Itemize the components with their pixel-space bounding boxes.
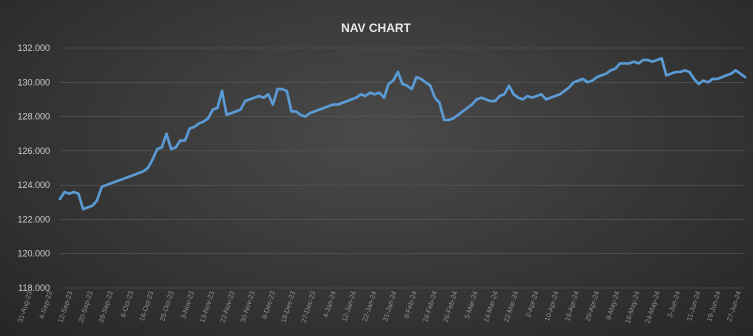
grid-lines	[60, 47, 745, 289]
x-tick-label: 26-Feb-24	[443, 290, 460, 323]
y-tick-label: 122.000	[17, 214, 50, 224]
x-tick-label: 4-Jan-24	[323, 290, 338, 319]
x-tick-label: 2-Apr-24	[525, 290, 540, 318]
x-tick-label: 5-Mar-24	[464, 290, 479, 319]
x-axis-tick-labels: 31-Aug-23 4-Sep-23 12-Sep-23 20-Sep-23 28-Se…	[17, 290, 743, 324]
x-tick-label: 16-Oct-23	[139, 290, 155, 322]
x-tick-label: 31-Aug-23	[17, 290, 34, 323]
x-tick-label: 31-Jan-24	[382, 290, 398, 322]
x-tick-label: 24-May-24	[645, 290, 662, 324]
x-tick-label: 22-Mar-24	[503, 290, 520, 323]
x-tick-label: 16-May-24	[625, 290, 642, 324]
x-tick-label: 10-Apr-24	[544, 290, 560, 322]
x-tick-label: 29-Apr-24	[585, 290, 601, 322]
chart-title: NAV CHART	[341, 21, 411, 35]
y-tick-label: 130.000	[17, 77, 50, 87]
x-tick-label: 18-Dec-23	[280, 290, 297, 323]
x-tick-label: 8-May-24	[606, 290, 622, 320]
x-tick-label: 19-Jun-24	[706, 290, 722, 322]
y-tick-label: 126.000	[17, 146, 50, 156]
x-tick-label: 28-Sep-23	[98, 290, 115, 323]
y-tick-label: 128.000	[17, 112, 50, 122]
x-tick-label: 8-Dec-23	[261, 290, 277, 320]
x-tick-label: 3-Jun-24	[667, 290, 682, 319]
y-axis-tick-labels: 118.000 120.000 122.000 124.000 126.000 128.0…	[17, 43, 50, 293]
x-tick-label: 14-Mar-24	[483, 290, 500, 323]
x-tick-label: 22-Jan-24	[362, 290, 378, 322]
x-tick-label: 20-Sep-23	[78, 290, 95, 323]
x-tick-label: 8-Feb-24	[403, 290, 418, 319]
y-tick-label: 124.000	[17, 180, 50, 190]
x-tick-label: 25-Oct-23	[159, 290, 175, 322]
y-tick-label: 118.000	[18, 283, 50, 293]
x-tick-label: 16-Feb-24	[422, 290, 439, 323]
x-tick-label: 12-Jan-24	[342, 290, 358, 322]
x-tick-label: 13-Nov-23	[199, 290, 216, 323]
x-tick-label: 27-Jun-24	[727, 290, 743, 322]
x-tick-label: 11-Jun-24	[686, 290, 702, 322]
y-tick-label: 120.000	[17, 249, 50, 259]
x-tick-label: 4-Sep-23	[39, 290, 55, 320]
x-tick-label: 12-Sep-23	[58, 290, 75, 323]
x-tick-label: 3-Nov-23	[180, 290, 196, 320]
nav-series-line	[58, 57, 747, 211]
x-tick-label: 19-Apr-24	[565, 290, 581, 322]
x-tick-label: 27-Dec-23	[301, 290, 318, 323]
y-tick-label: 132.000	[17, 43, 50, 53]
x-tick-label: 30-Nov-23	[240, 290, 257, 323]
x-tick-label: 6-Oct-23	[120, 290, 135, 318]
x-tick-label: 22-Nov-23	[220, 290, 237, 323]
